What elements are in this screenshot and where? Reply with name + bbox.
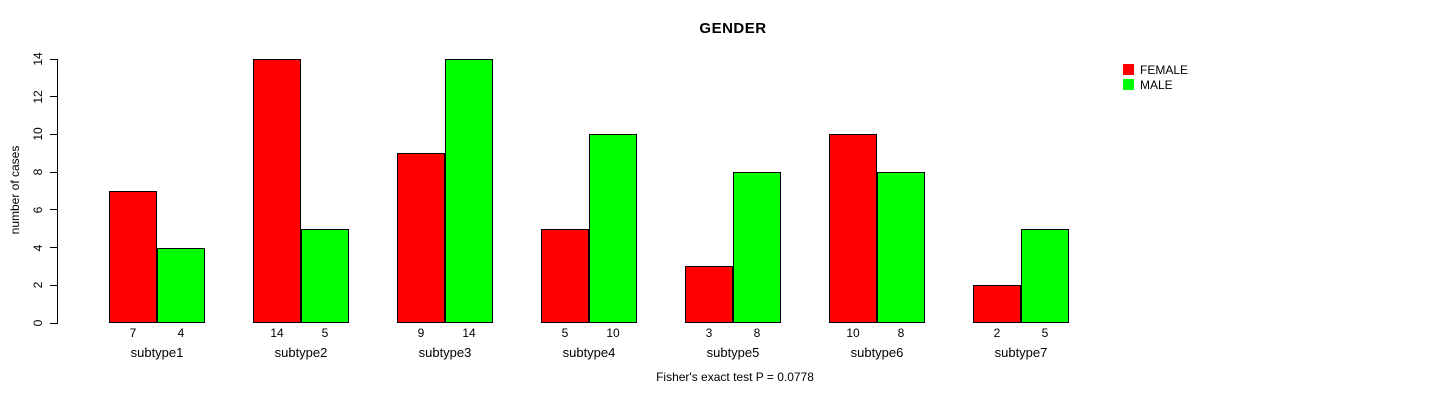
- y-tick-mark: [50, 133, 57, 135]
- category-label-subtype2: subtype2: [274, 345, 328, 360]
- bar-male-subtype4: [589, 134, 637, 323]
- legend-row-female: FEMALE: [1123, 62, 1188, 77]
- bar-value-label: 14: [462, 326, 476, 340]
- category-label-subtype6: subtype6: [850, 345, 904, 360]
- y-tick-label: 6: [31, 206, 45, 214]
- bar-value-label: 2: [993, 326, 1001, 340]
- y-tick-label: 2: [31, 281, 45, 289]
- category-label-subtype4: subtype4: [562, 345, 616, 360]
- legend-swatch-female: [1123, 64, 1134, 75]
- legend: FEMALE MALE: [1123, 62, 1188, 92]
- bar-female-subtype1: [109, 191, 157, 323]
- bar-female-subtype7: [973, 285, 1021, 323]
- y-tick-mark: [50, 58, 57, 60]
- y-tick-label: 4: [31, 244, 45, 251]
- y-tick-mark: [50, 96, 57, 98]
- bar-male-subtype5: [733, 172, 781, 323]
- bar-female-subtype3: [397, 153, 445, 323]
- y-tick-mark: [50, 284, 57, 286]
- bar-value-label: 4: [177, 326, 185, 340]
- y-tick-label: 14: [31, 52, 45, 66]
- y-tick-mark: [50, 247, 57, 249]
- y-tick-mark: [50, 209, 57, 211]
- bar-value-label: 5: [321, 326, 329, 340]
- bar-value-label: 5: [1041, 326, 1049, 340]
- bar-value-label: 5: [561, 326, 569, 340]
- y-tick-label: 0: [31, 319, 45, 327]
- bar-female-subtype2: [253, 59, 301, 323]
- legend-swatch-male: [1123, 79, 1134, 90]
- y-axis-line: [57, 59, 58, 324]
- bar-female-subtype4: [541, 229, 589, 323]
- y-tick-label: 8: [31, 168, 45, 176]
- y-tick-label: 10: [31, 127, 45, 142]
- bar-value-label: 9: [417, 326, 425, 340]
- bar-male-subtype2: [301, 229, 349, 323]
- category-label-subtype5: subtype5: [706, 345, 760, 360]
- legend-label: MALE: [1140, 77, 1173, 92]
- bar-value-label: 10: [606, 326, 620, 340]
- legend-label: FEMALE: [1140, 62, 1189, 77]
- bar-value-label: 10: [846, 326, 860, 340]
- category-label-subtype3: subtype3: [418, 345, 472, 360]
- y-tick-mark: [50, 171, 57, 173]
- chart-title: GENDER: [699, 20, 767, 37]
- legend-row-male: MALE: [1123, 77, 1188, 92]
- bar-value-label: 8: [897, 326, 905, 340]
- bar-value-label: 3: [705, 326, 713, 340]
- y-tick-label: 12: [31, 90, 45, 104]
- bar-value-label: 7: [129, 326, 137, 340]
- bar-male-subtype7: [1021, 229, 1069, 323]
- category-label-subtype1: subtype1: [130, 345, 184, 360]
- bar-male-subtype6: [877, 172, 925, 323]
- bar-value-label: 14: [270, 326, 284, 340]
- y-axis-label: number of cases: [8, 145, 22, 235]
- bar-male-subtype3: [445, 59, 493, 323]
- category-label-subtype7: subtype7: [994, 345, 1048, 360]
- bar-value-label: 8: [753, 326, 761, 340]
- bar-female-subtype5: [685, 266, 733, 323]
- bar-male-subtype1: [157, 248, 205, 323]
- bar-female-subtype6: [829, 134, 877, 323]
- y-tick-mark: [50, 322, 57, 324]
- fisher-test-annotation: Fisher's exact test P = 0.0778: [656, 370, 814, 384]
